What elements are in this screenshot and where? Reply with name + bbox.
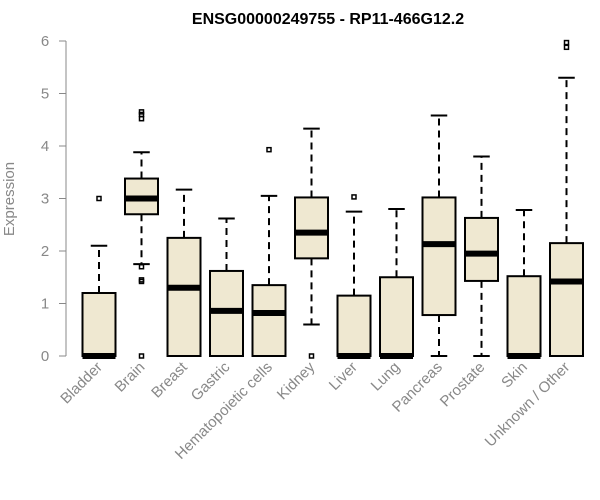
x-tick-label: Skin [498,359,531,392]
box-group [209,217,244,358]
y-tick-label: 0 [41,348,49,365]
box-group [81,195,117,359]
y-axis: 0 1 2 3 4 5 6 [41,33,67,365]
outlier-point [563,44,570,51]
x-tick-label: Breast [148,358,191,401]
box-iqr [464,216,499,282]
y-tick-label: 1 [41,296,49,313]
outlier-point [138,115,145,122]
y-tick-label: 2 [41,243,49,260]
box-iqr [549,242,584,357]
box-group [549,39,584,357]
box-iqr [336,294,372,357]
box-iqr [251,284,287,357]
box-iqr [506,275,542,358]
outlier-point [138,264,145,270]
chart-title: ENSG00000249755 - RP11-466G12.2 [192,11,464,28]
y-axis-label: Expression [1,162,18,236]
box-group [464,155,499,357]
box-group [336,194,372,359]
box-iqr [166,236,202,357]
box-group [421,114,457,357]
outlier-point [308,353,315,359]
x-tick-label: Bladder [57,359,106,408]
box-group [506,209,542,359]
box-group [294,127,329,359]
outlier-point [266,146,272,153]
box-iqr [81,292,117,357]
outlier-point [563,39,570,46]
x-tick-label: Liver [326,359,361,394]
x-tick-label: Kidney [274,358,319,403]
box-group [166,188,202,357]
box-iqr [421,196,457,317]
y-tick-label: 3 [41,191,49,208]
x-tick-label: Prostate [437,359,489,411]
box-group [379,208,414,359]
y-tick-label: 4 [41,138,49,155]
box-iqr [379,276,414,357]
outlier-point [351,194,357,200]
box-group [251,146,287,357]
x-tick-label: Lung [368,359,404,395]
outlier-point [138,278,145,285]
box-iqr [294,196,329,260]
y-tick-label: 5 [41,86,49,103]
y-tick-label: 6 [41,33,49,50]
box-series [81,39,584,359]
outlier-point [138,353,145,359]
x-tick-label: Brain [112,359,149,396]
outlier-point [96,195,102,202]
box-group [124,109,159,359]
